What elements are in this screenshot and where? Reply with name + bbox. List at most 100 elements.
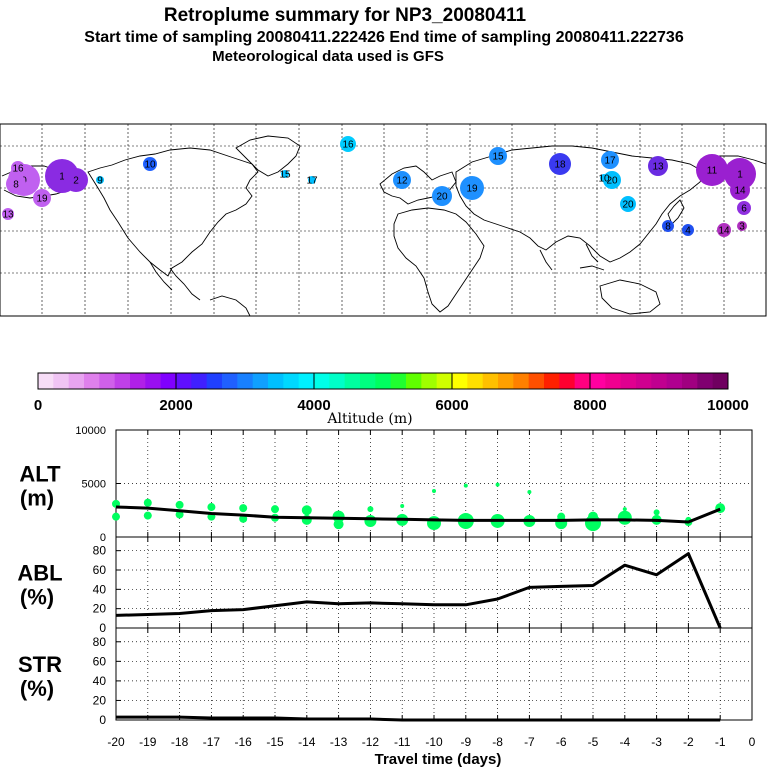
colorbar-cell	[84, 373, 100, 389]
colorbar-tick-label: 6000	[435, 397, 468, 414]
colorbar-cell	[268, 373, 284, 389]
plume-marker	[549, 153, 571, 175]
plume-marker-label: 8	[13, 180, 19, 191]
plume-marker	[281, 170, 289, 178]
panel-unit: (%)	[20, 585, 54, 610]
colorbar-cell	[38, 373, 54, 389]
plume-marker	[489, 147, 507, 165]
plume-markers: 0121619813109151716122019201518172010131…	[2, 136, 756, 237]
plume-marker-label: 14	[718, 226, 730, 237]
colorbar-cell	[452, 373, 468, 389]
plume-marker-label: 8	[665, 222, 671, 233]
plume-marker-label: 9	[97, 176, 103, 187]
colorbar-cell	[528, 373, 545, 389]
colorbar-cell	[406, 373, 422, 389]
plume-marker-label: 12	[396, 176, 408, 187]
plume-marker	[64, 168, 88, 192]
colorbar-cell	[314, 373, 330, 389]
series-line	[115, 552, 722, 629]
y-tick-label: 20	[93, 693, 107, 707]
plume-marker-label: 10	[598, 174, 610, 185]
colorbar-cell	[329, 373, 346, 389]
x-tick-label: -4	[619, 735, 630, 749]
map-gridlines	[0, 124, 766, 316]
colorbar-cell	[191, 373, 208, 389]
x-tick-label: -17	[203, 735, 221, 749]
x-tick-label: -19	[139, 735, 157, 749]
plume-marker-label: 6	[741, 204, 747, 215]
x-tick-label: -16	[235, 735, 253, 749]
scatter-point	[527, 490, 532, 495]
colorbar-cell	[590, 373, 606, 389]
colorbar-cell	[130, 373, 146, 389]
colorbar-cell	[498, 373, 514, 389]
plume-marker	[696, 154, 728, 186]
altitude-colorbar: 0 2000 4000 6000 8000 10000 Altitude (m)	[34, 372, 749, 427]
scatter-point	[239, 514, 248, 523]
plume-marker-label: 1	[59, 172, 65, 183]
series-line	[115, 505, 721, 524]
colorbar-cell	[697, 373, 714, 389]
x-tick-label: 0	[749, 735, 756, 749]
colorbar-cell	[53, 373, 70, 389]
colorbar-cell	[360, 373, 376, 389]
colorbar-cell	[390, 373, 407, 389]
y-tick-label: 60	[93, 563, 107, 577]
colorbar-cell	[176, 373, 192, 389]
colorbar-cell	[651, 373, 668, 389]
colorbar-cell	[544, 373, 560, 389]
scatter-point	[239, 504, 248, 513]
world-map: 0121619813109151716122019201518172010131…	[0, 123, 767, 317]
plume-marker-label: 10	[144, 160, 156, 171]
x-tick-label: -6	[556, 735, 567, 749]
y-tick-label: 0	[99, 621, 106, 635]
x-tick-label: -10	[425, 735, 443, 749]
colorbar-cells	[38, 373, 729, 389]
x-tick-label: -12	[362, 735, 380, 749]
plume-marker	[393, 171, 411, 189]
colorbar-label: Altitude (m)	[326, 411, 412, 427]
colorbar-cell	[513, 373, 530, 389]
scatter-point	[364, 514, 377, 527]
plume-marker	[2, 208, 14, 220]
x-tick-label: -7	[524, 735, 535, 749]
scatter-point	[427, 516, 441, 531]
scatter-point	[463, 483, 468, 488]
scatter-point	[175, 510, 184, 519]
scatter-point	[622, 507, 627, 512]
y-tick-label: 0	[100, 532, 106, 544]
plume-marker-label: 15	[492, 152, 504, 163]
plume-marker-label: 19	[36, 194, 48, 205]
scatter-point	[653, 509, 660, 516]
plume-marker	[6, 174, 26, 194]
plume-marker-label: 18	[554, 160, 566, 171]
plume-marker	[730, 180, 750, 200]
plume-marker	[737, 221, 747, 231]
y-tick-label: 60	[93, 654, 107, 668]
plume-marker-label: 4	[685, 226, 691, 237]
colorbar-cell	[298, 373, 315, 389]
x-tick-label: -11	[394, 735, 411, 749]
colorbar-cell	[145, 373, 162, 389]
plume-marker	[620, 196, 636, 212]
map-frame	[0, 123, 767, 317]
colorbar-cell	[160, 373, 177, 389]
plume-marker	[601, 151, 619, 169]
scatter-point	[617, 510, 632, 525]
colorbar-cell	[237, 373, 254, 389]
plume-marker-label: 3	[739, 222, 745, 233]
plume-marker	[724, 158, 756, 190]
scatter-point	[432, 488, 436, 493]
panel-label: ALT	[19, 462, 61, 487]
x-axis-label: Travel time (days)	[375, 751, 502, 768]
colorbar-cell	[206, 373, 223, 389]
x-tick-label: -2	[683, 735, 694, 749]
colorbar-cell	[574, 373, 591, 389]
plume-marker	[11, 161, 25, 175]
colorbar-cell	[375, 373, 392, 389]
plume-marker	[682, 224, 694, 236]
panel-abl: 0 20 40 60 80 ABL(%)	[17, 536, 753, 635]
plume-marker	[33, 189, 51, 207]
y-tick-label: 40	[93, 582, 107, 596]
series-line	[116, 715, 721, 722]
